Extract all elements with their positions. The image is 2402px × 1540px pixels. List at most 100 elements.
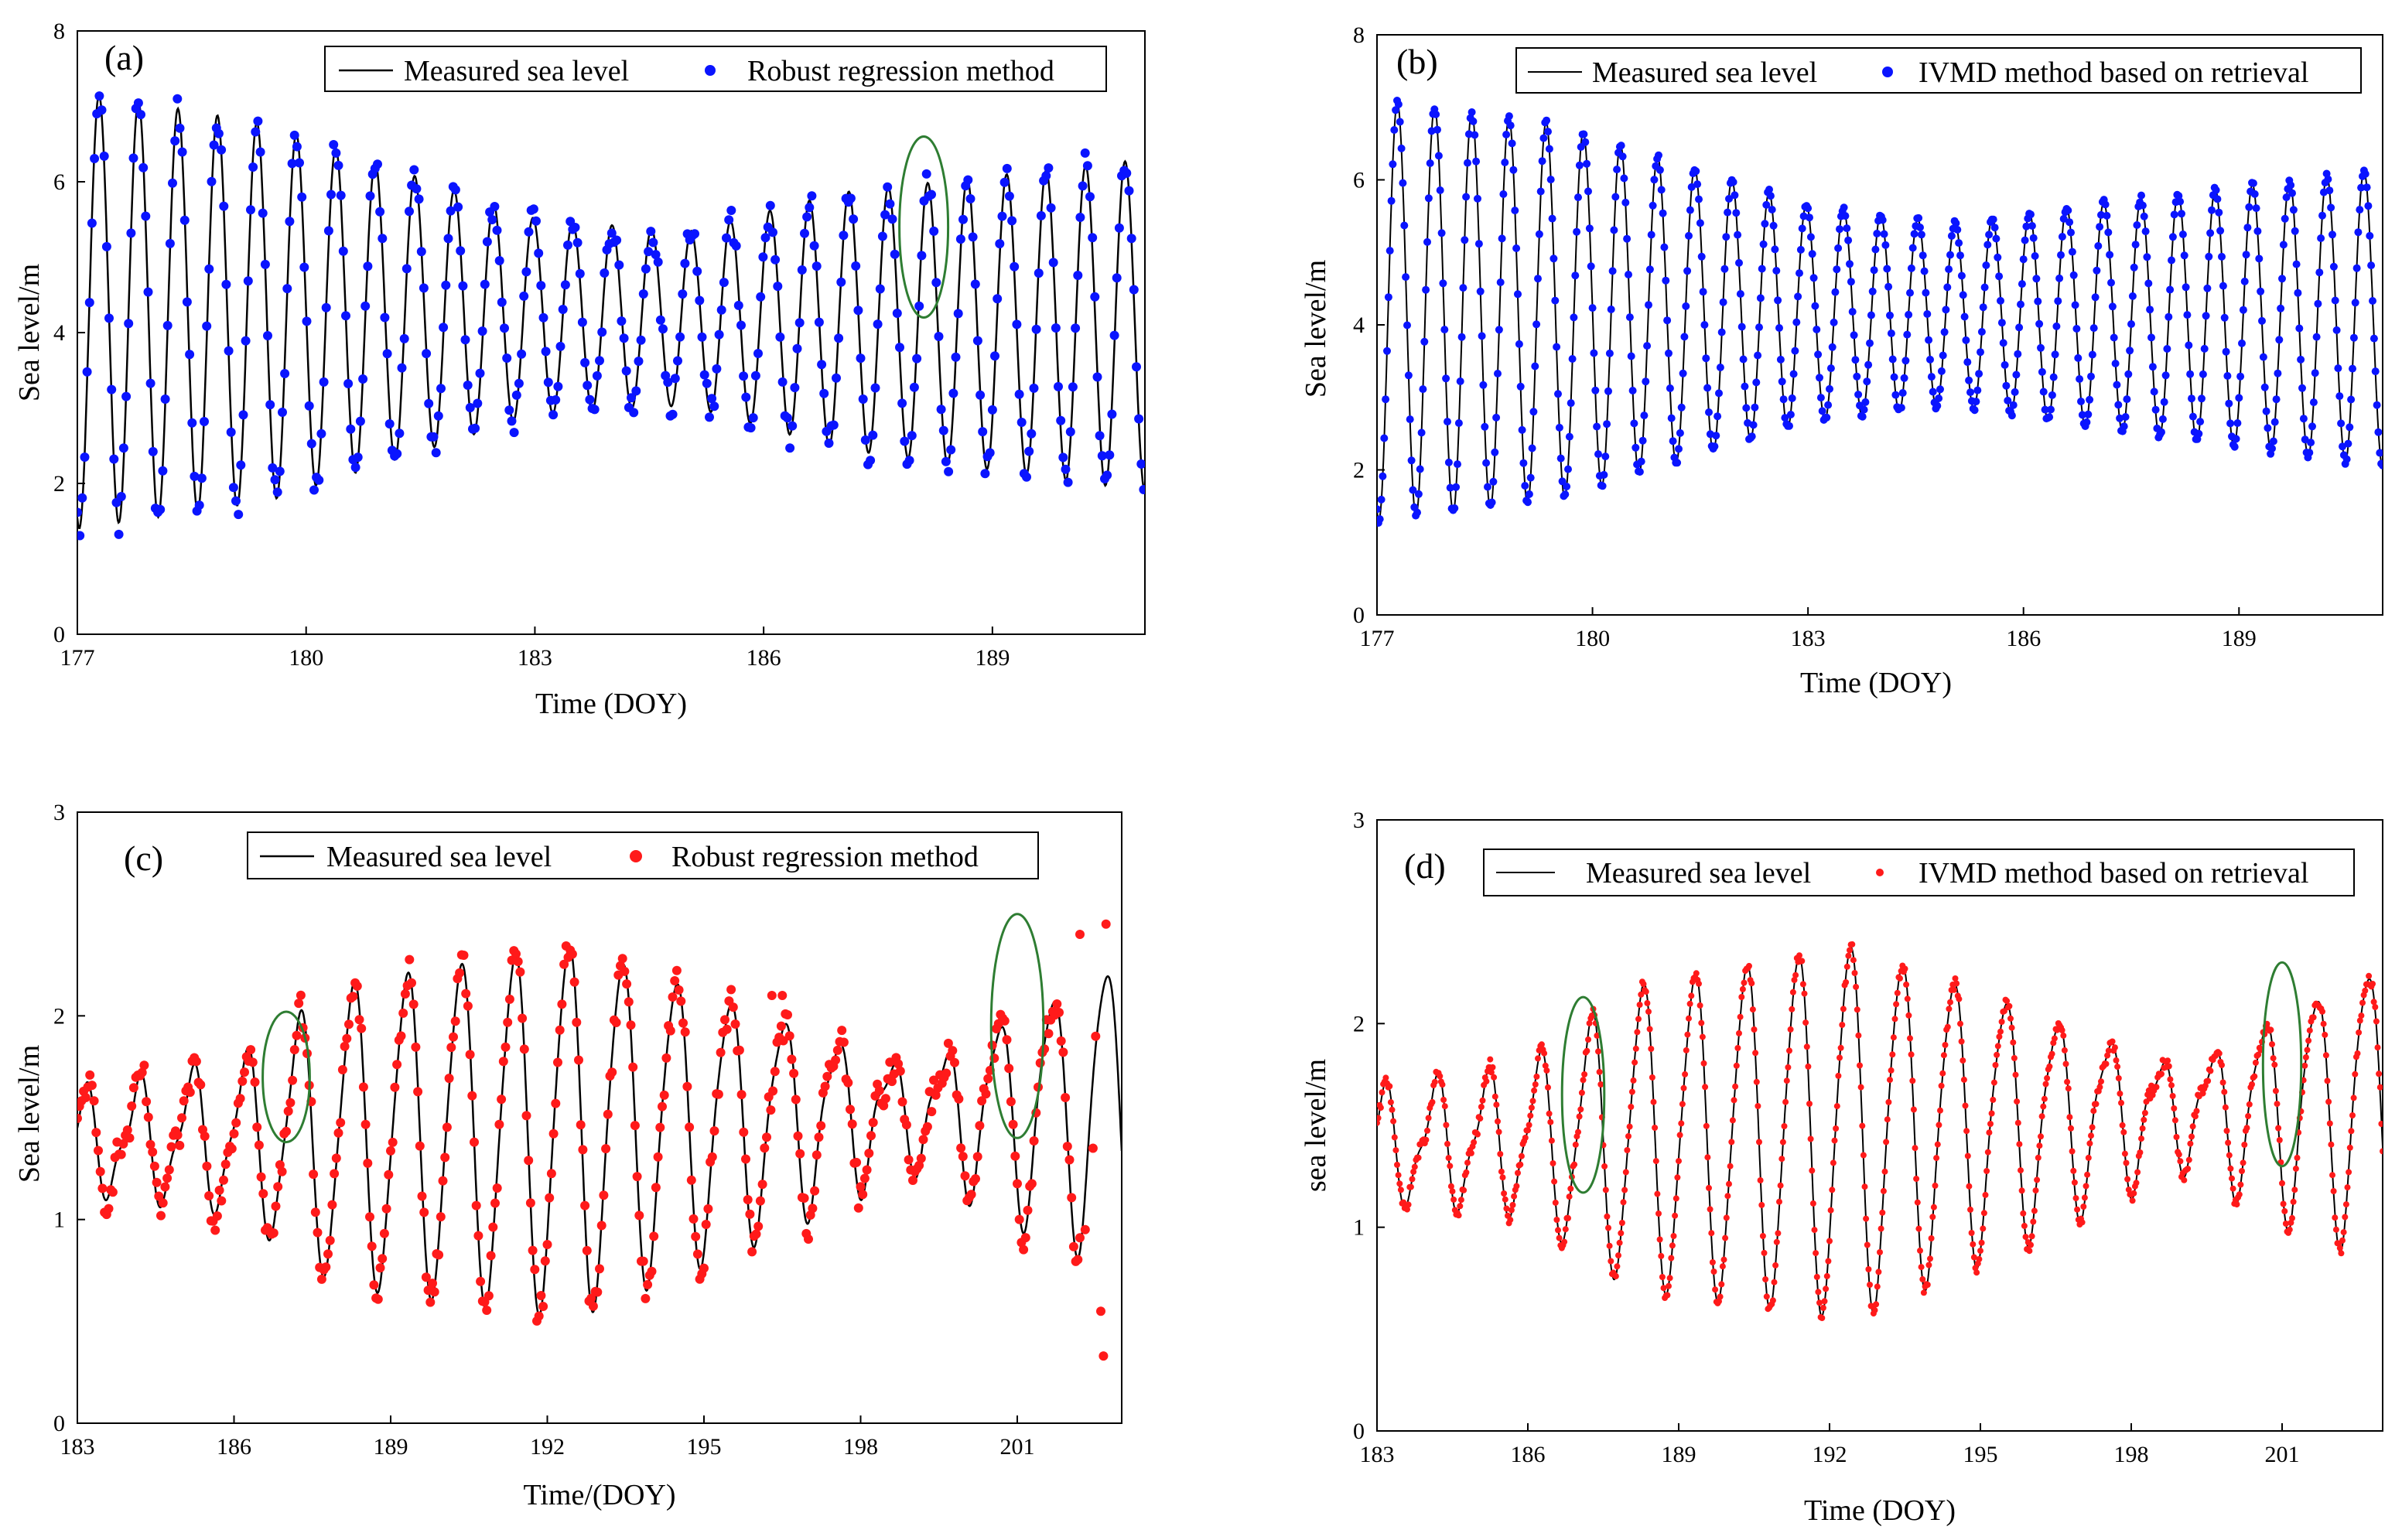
panel-b-method-point: [1926, 355, 1934, 364]
panel-a-method-point: [907, 431, 917, 441]
panel-d-method-point: [1864, 1241, 1871, 1248]
panel-b-method-point: [1570, 313, 1578, 322]
panel-a-method-point: [655, 315, 665, 325]
panel-d-method-point: [1729, 1117, 1736, 1124]
panel-b-method-point: [2114, 401, 2123, 409]
panel-b-method-point: [1679, 369, 1687, 377]
panel-b-method-point: [2185, 341, 2193, 350]
panel-c-method-point: [488, 1222, 498, 1232]
panel-b-method-point: [1775, 324, 1783, 332]
panel-b-method-point: [2019, 255, 2028, 264]
panel-a-method-point: [177, 147, 187, 157]
panel-a-method-point: [675, 332, 685, 342]
panel-b-legend-box: [1515, 47, 2362, 94]
panel-b-method-point: [1758, 265, 1766, 273]
panel-d-method-point: [2207, 1067, 2214, 1074]
panel-d-method-point: [1966, 1183, 1973, 1190]
panel-d-method-point: [1947, 999, 1953, 1006]
panel-b-method-point: [2087, 372, 2095, 381]
panel-b-method-point: [2128, 292, 2137, 300]
panel-a-method-point: [270, 475, 280, 485]
panel-d-legend-measured: Measured sea level: [1586, 857, 1811, 890]
panel-b-method-point: [1440, 326, 1449, 334]
panel-c-method-point: [97, 1183, 108, 1193]
panel-d-tag: (d): [1404, 846, 1446, 886]
panel-c-method-point: [277, 1166, 287, 1176]
panel-c-method-point: [755, 1196, 765, 1206]
panel-d-method-point: [1880, 1187, 1887, 1194]
panel-a-method-point: [429, 432, 439, 442]
panel-d-method-point: [1863, 1215, 1870, 1222]
panel-c-method-point: [739, 1127, 749, 1137]
panel-c-method-point: [91, 1128, 101, 1138]
panel-b-method-point: [2077, 398, 2085, 405]
panel-b-method-point: [1942, 306, 1950, 314]
panel-c-method-point: [895, 1066, 905, 1076]
panel-d-method-point: [1424, 1127, 1430, 1134]
panel-b-method-point: [2093, 266, 2101, 275]
panel-c-method-point: [588, 1301, 598, 1311]
panel-b-method-point: [2002, 381, 2011, 390]
panel-d-ytick-label: 3: [1353, 808, 1365, 833]
panel-b-method-point: [1699, 288, 1707, 296]
panel-c-method-point: [530, 1265, 540, 1275]
panel-c-method-point: [599, 1190, 609, 1200]
panel-d-method-point: [1978, 1239, 1985, 1246]
panel-a-method-point: [1090, 292, 1100, 302]
panel-c-method-point: [210, 1225, 220, 1235]
panel-b-method-point: [2308, 422, 2316, 431]
panel-b-method-point: [1868, 287, 1877, 295]
panel-a-method-point: [360, 301, 371, 311]
panel-d-method-point: [1837, 1044, 1844, 1051]
panel-d-method-point: [1394, 1161, 1400, 1168]
panel-a-method-point: [1122, 168, 1132, 178]
panel-b-method-point: [1724, 208, 1732, 217]
panel-d-method-point: [2329, 1172, 2335, 1179]
panel-d-method-point: [1960, 1076, 1967, 1083]
panel-d-method-point: [1958, 1038, 1965, 1045]
panel-a-method-point: [338, 246, 348, 256]
panel-b-method-point: [2103, 211, 2111, 220]
panel-a-method-point: [1065, 427, 1075, 437]
panel-d-method-point: [2035, 1154, 2042, 1161]
panel-c-xtick-label: 192: [530, 1434, 565, 1460]
panel-b-method-point: [1407, 456, 1416, 465]
panel-c-method-point: [832, 1045, 842, 1055]
panel-d-ytick-label: 0: [1353, 1419, 1365, 1444]
panel-d-method-point: [2352, 1070, 2359, 1077]
panel-a-method-point: [243, 276, 253, 286]
panel-b-method-point: [1756, 294, 1765, 302]
panel-c-method-point: [1054, 1008, 1064, 1017]
panel-c-method-point: [237, 1076, 248, 1086]
panel-b-method-point: [1735, 258, 1743, 267]
panel-c-method-point: [158, 1198, 168, 1208]
panel-c-method-point: [682, 1081, 692, 1091]
panel-b-method-point: [1963, 358, 1972, 367]
panel-a-method-point: [653, 257, 663, 267]
panel-c-method-point: [760, 1143, 770, 1153]
panel-a-method-point: [736, 320, 746, 330]
panel-b-method-point: [1598, 482, 1607, 490]
panel-b-method-point: [2238, 339, 2246, 347]
panel-b-method-point: [2249, 179, 2257, 187]
panel-b-method-point: [2315, 268, 2324, 277]
panel-d-method-point: [2227, 1165, 2234, 1172]
panel-a-legend-measured: Measured sea level: [404, 55, 629, 87]
panel-a-method-point: [873, 319, 883, 330]
panel-b-method-point: [1509, 166, 1518, 174]
panel-c-method-point: [856, 1182, 866, 1192]
panel-d-method-point: [2062, 1060, 2069, 1067]
panel-a-method-point: [790, 383, 800, 393]
panel-d-method-point: [2338, 1250, 2345, 1257]
panel-d-method-point: [1758, 1201, 1765, 1208]
panel-d-method-point: [1455, 1212, 1462, 1219]
panel-b-method-point: [1404, 371, 1413, 380]
panel-d-method-point: [2305, 1037, 2312, 1044]
panel-d-method-point: [1640, 981, 1647, 988]
panel-d-method-point: [2038, 1113, 2045, 1120]
panel-d-method-point: [1980, 1225, 1987, 1232]
panel-b-method-point: [2158, 428, 2165, 436]
panel-d-method-point: [1585, 1036, 1591, 1043]
panel-d-method-point: [1634, 1029, 1641, 1036]
panel-d-method-point: [1964, 1152, 1971, 1159]
